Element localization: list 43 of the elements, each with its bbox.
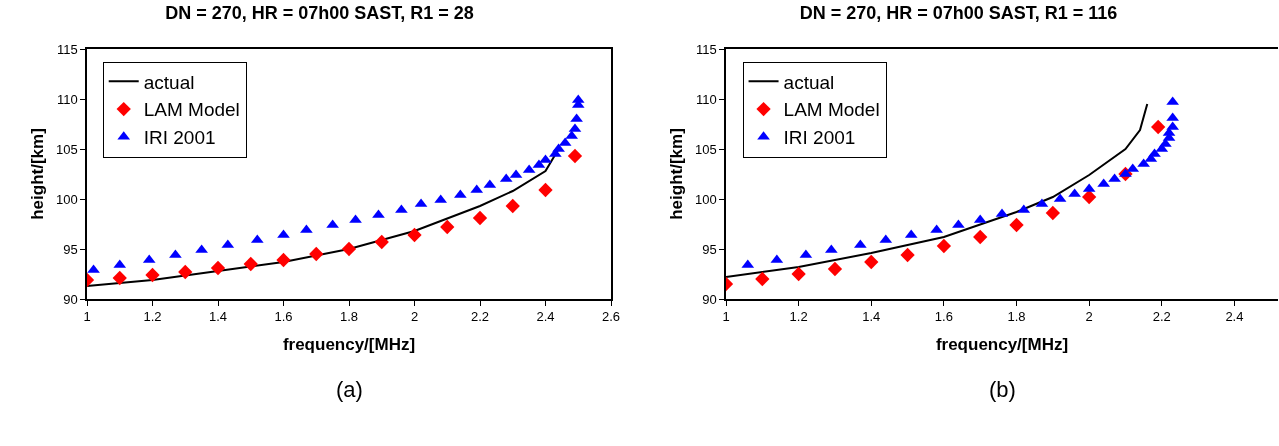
chart-title: DN = 270, HR = 07h00 SAST, R1 = 28 [165, 3, 474, 24]
x-tick-label: 2.6 [601, 309, 621, 325]
y-tick-label: 115 [56, 41, 78, 57]
x-tick-label: 1.8 [1007, 309, 1026, 325]
y-tick-label: 110 [695, 91, 717, 107]
chart-title: DN = 270, HR = 07h00 SAST, R1 = 116 [799, 3, 1118, 24]
x-tick-label: 1 [722, 309, 730, 325]
legend-label: actual [143, 71, 195, 93]
text: (a) [336, 377, 363, 402]
x-axis-title: frequency/[MHz] [282, 335, 416, 355]
legend-label: actual [783, 71, 835, 93]
x-tick-label: 1.6 [274, 309, 293, 325]
y-tick-label: 110 [56, 91, 78, 107]
legend-label: LAM Model [783, 99, 880, 121]
x-tick-label: 1.4 [862, 309, 881, 325]
x-tick-label: 1.4 [208, 309, 228, 325]
x-tick-label: 2.2 [470, 309, 490, 325]
x-tick-label: 1 [83, 309, 91, 325]
x-tick-label: 2.2 [1152, 309, 1171, 325]
x-tick-label: 1.2 [789, 309, 808, 325]
y-tick-label: 115 [695, 41, 717, 57]
x-tick-label: 1.6 [934, 309, 953, 325]
legend-label: IRI 2001 [783, 127, 856, 149]
x-axis-title: frequency/[MHz] [935, 335, 1069, 355]
y-tick-label: 100 [694, 191, 717, 207]
y-tick-label: 95 [702, 241, 717, 257]
x-tick-label: 2.4 [536, 309, 555, 325]
y-tick-label: 90 [63, 291, 78, 307]
y-tick-label: 105 [694, 141, 717, 157]
x-tick-label: 2.4 [1225, 309, 1244, 325]
y-tick-label: 105 [55, 141, 78, 157]
x-tick-label: 1.2 [143, 309, 162, 325]
y-axis-title: height/[km] [667, 128, 686, 220]
x-tick-label: 1.8 [339, 309, 359, 325]
legend-label: IRI 2001 [143, 127, 216, 149]
y-tick-label: 90 [702, 291, 717, 307]
x-tick-label: 2 [410, 309, 419, 325]
legend-label: LAM Model [143, 99, 240, 121]
y-tick-label: 95 [63, 241, 78, 257]
text: (b) [989, 377, 1016, 402]
y-tick-label: 100 [55, 191, 78, 207]
y-axis-title: height/[km] [28, 128, 47, 220]
x-tick-label: 2 [1085, 309, 1093, 325]
